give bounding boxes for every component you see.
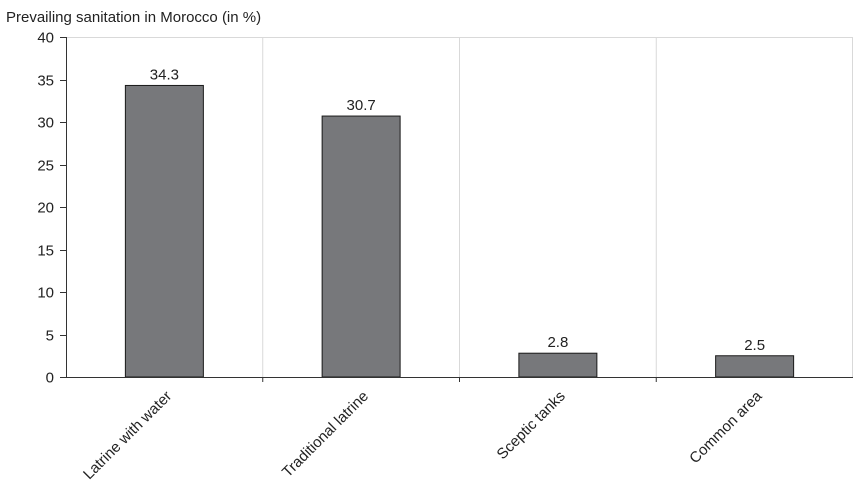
bar (715, 355, 795, 378)
data-label: 2.5 (744, 337, 765, 354)
y-tick-label: 15 (37, 243, 54, 260)
y-tick-label: 40 (37, 30, 54, 47)
x-tick-label: Traditional latrine (279, 388, 372, 481)
data-label: 2.8 (547, 334, 568, 351)
bar (321, 115, 401, 378)
y-tick-label: 35 (37, 73, 54, 90)
bar (518, 352, 598, 378)
y-tick-label: 10 (37, 285, 54, 302)
y-tick-label: 25 (37, 158, 54, 175)
y-tick-label: 20 (37, 200, 54, 217)
x-tick-label: Sceptic tanks (494, 388, 569, 463)
x-tick-label: Latrine with water (80, 388, 175, 483)
y-tick-label: 0 (46, 370, 54, 387)
y-tick-label: 5 (46, 328, 54, 345)
chart-title: Prevailing sanitation in Morocco (in %) (6, 9, 262, 26)
x-tick-label: Common area (686, 387, 766, 467)
data-label: 34.3 (150, 66, 179, 83)
y-tick-label: 30 (37, 115, 54, 132)
data-label: 30.7 (347, 97, 376, 114)
bar (124, 84, 204, 378)
